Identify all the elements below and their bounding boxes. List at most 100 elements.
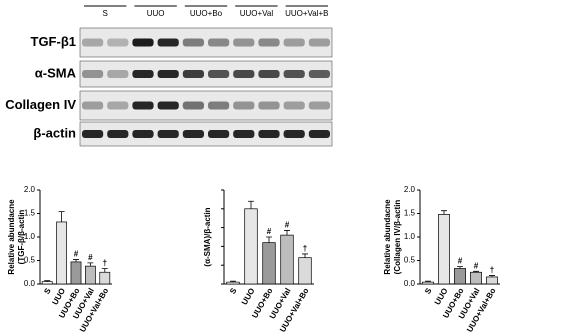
- blot-band: [258, 70, 280, 78]
- blot-band: [308, 38, 330, 47]
- blot-band: [182, 70, 204, 78]
- error-bar: [457, 266, 463, 269]
- row-label: α-SMA: [35, 65, 77, 80]
- error-bar: [44, 280, 51, 282]
- blot-band: [132, 130, 154, 138]
- blot-band: [107, 38, 129, 47]
- annotation: #: [74, 250, 79, 259]
- blot-band: [308, 101, 330, 110]
- blot-band: [233, 130, 255, 138]
- blot-band: [233, 101, 255, 110]
- bar: [438, 214, 450, 285]
- blot-band: [182, 101, 204, 110]
- bar: [41, 281, 53, 285]
- bar: [70, 261, 82, 285]
- y-tick-label: 0.5: [404, 256, 416, 265]
- error-bar: [266, 236, 272, 243]
- error-bar: [302, 253, 308, 258]
- y-axis-label: Relative abundacne: [383, 199, 392, 275]
- row-label: β-actin: [33, 125, 76, 140]
- y-tick-label: 1.5: [24, 209, 36, 218]
- x-tick-label: S: [42, 286, 53, 296]
- group-label: UUO+Val: [240, 9, 274, 18]
- y-axis-label: (α-SMA)/β-actin: [203, 207, 212, 266]
- blot-band: [132, 101, 154, 110]
- bar: [486, 276, 498, 285]
- error-bar: [73, 259, 79, 262]
- bar: [470, 271, 482, 285]
- error-bar: [425, 280, 431, 283]
- blot-band: [308, 130, 330, 138]
- group-label: UUO: [147, 9, 165, 18]
- annotation: †: [303, 244, 307, 253]
- blot-band: [208, 101, 230, 110]
- annotation: #: [88, 253, 93, 262]
- blot-band: [82, 70, 104, 78]
- blot-band: [157, 101, 179, 110]
- blot-band: [82, 101, 104, 110]
- blot-band: [182, 38, 204, 47]
- annotation: #: [267, 227, 272, 236]
- y-axis-label: (Collagen IV/β-actin: [393, 200, 402, 275]
- blot-band: [208, 130, 230, 138]
- annotation: #: [285, 221, 290, 230]
- error-bar: [101, 268, 108, 273]
- annotation: †: [103, 259, 107, 268]
- group-label: UUO+Val+B: [285, 9, 328, 18]
- blot-band: [157, 38, 179, 47]
- blot-band: [157, 70, 179, 78]
- bar: [56, 221, 67, 285]
- blot-band: [283, 70, 305, 78]
- bar: [422, 281, 434, 285]
- bar: [85, 265, 96, 285]
- blot-band: [258, 101, 280, 110]
- group-label: UUO+Bo: [190, 9, 223, 18]
- x-tick-label: S: [423, 286, 434, 296]
- y-tick-label: 1.0: [24, 232, 36, 241]
- bar: [226, 281, 240, 285]
- error-bar: [58, 211, 65, 222]
- blot-band: [107, 130, 129, 138]
- blot-band: [82, 38, 104, 47]
- y-tick-label: 2.0: [24, 185, 36, 194]
- blot-band: [107, 101, 129, 110]
- error-bar: [230, 280, 236, 283]
- y-axis-label: (TGF-β/β-actin: [17, 210, 26, 265]
- blot-band: [132, 70, 154, 78]
- y-tick-label: 1.0: [404, 232, 416, 241]
- annotation: #: [474, 261, 479, 270]
- blot-band: [132, 38, 154, 47]
- annotation: †: [490, 266, 494, 275]
- bar: [244, 208, 258, 285]
- x-tick-label: S: [228, 286, 239, 296]
- error-bar: [284, 230, 290, 236]
- blot-band: [233, 38, 255, 47]
- blot-band: [283, 38, 305, 47]
- blot-band: [107, 70, 129, 78]
- blot-band: [233, 70, 255, 78]
- x-tick-label: UUO: [240, 287, 257, 307]
- blot-panel: [79, 90, 333, 121]
- error-bar: [248, 200, 254, 209]
- blot-band: [82, 130, 104, 138]
- bar: [262, 242, 276, 285]
- blot-band: [208, 70, 230, 78]
- y-tick-label: 0.0: [404, 279, 416, 288]
- error-bar: [489, 275, 495, 277]
- bar: [280, 234, 294, 285]
- y-tick-label: 2.0: [404, 185, 416, 194]
- bar: [99, 271, 111, 285]
- bar: [298, 257, 312, 285]
- error-bar: [473, 270, 479, 273]
- y-tick-label: 0.0: [24, 279, 36, 288]
- blot-band: [283, 101, 305, 110]
- blot-band: [258, 130, 280, 138]
- row-label: TGF-β1: [31, 34, 77, 49]
- blot-band: [283, 130, 305, 138]
- y-axis-label: Relative abundacne: [7, 199, 16, 275]
- y-tick-label: 1.5: [404, 209, 416, 218]
- error-bar: [441, 210, 447, 215]
- annotation: #: [458, 257, 463, 266]
- row-label: Collagen IV: [5, 97, 76, 112]
